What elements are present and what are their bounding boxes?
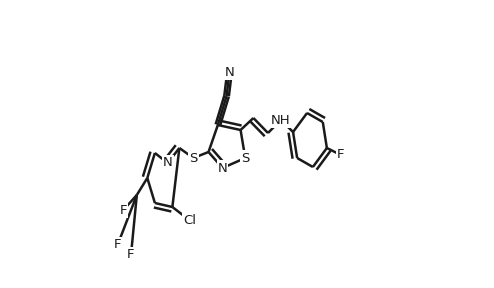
Text: F: F (127, 249, 135, 262)
Text: S: S (189, 151, 198, 164)
Text: F: F (114, 238, 122, 251)
Text: Cl: Cl (183, 213, 196, 226)
Text: F: F (337, 149, 345, 162)
Text: S: S (241, 151, 249, 164)
Text: F: F (120, 204, 127, 217)
Text: N: N (225, 65, 234, 79)
Text: NH: NH (271, 113, 290, 126)
Text: N: N (218, 162, 227, 175)
Text: N: N (163, 156, 172, 170)
